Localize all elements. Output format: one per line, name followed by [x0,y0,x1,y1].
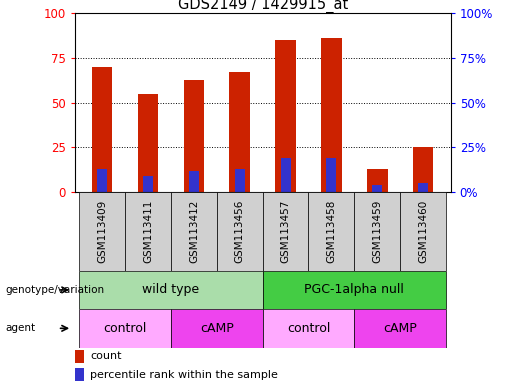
Bar [275,40,296,192]
Text: GSM113457: GSM113457 [281,200,290,263]
Bar [75,350,84,363]
Bar [400,192,446,271]
Bar [79,309,171,348]
Text: PGC-1alpha null: PGC-1alpha null [304,283,404,296]
Bar [413,147,434,192]
Bar [354,309,446,348]
Bar [171,192,217,271]
Bar [143,176,153,192]
Bar [138,94,158,192]
Bar [372,185,382,192]
Bar [354,192,400,271]
Bar [263,309,354,348]
Text: GSM113458: GSM113458 [327,200,336,263]
Bar [79,192,125,271]
Text: GSM113460: GSM113460 [418,200,428,263]
Bar [229,72,250,192]
Text: percentile rank within the sample: percentile rank within the sample [90,369,278,379]
Bar [97,169,107,192]
Bar [235,169,245,192]
Title: GDS2149 / 1429915_at: GDS2149 / 1429915_at [178,0,348,13]
Bar [367,169,388,192]
Bar [321,38,342,192]
Bar [263,192,308,271]
Bar [171,309,263,348]
Bar [92,67,112,192]
Bar [308,192,354,271]
Text: count: count [90,351,122,361]
Bar [125,192,171,271]
Text: agent: agent [5,323,35,333]
Bar [418,183,428,192]
Text: cAMP: cAMP [200,322,234,335]
Text: control: control [287,322,330,335]
Bar [79,271,263,309]
Text: GSM113412: GSM113412 [189,200,199,263]
Text: GSM113459: GSM113459 [372,200,382,263]
Bar [189,170,199,192]
Text: cAMP: cAMP [383,322,417,335]
Bar [281,158,290,192]
Bar [327,158,336,192]
Bar [183,79,204,192]
Text: GSM113411: GSM113411 [143,200,153,263]
Text: wild type: wild type [142,283,199,296]
Text: GSM113456: GSM113456 [235,200,245,263]
Bar [263,271,446,309]
Bar [217,192,263,271]
Bar [75,368,84,381]
Text: genotype/variation: genotype/variation [5,285,104,295]
Text: GSM113409: GSM113409 [97,200,107,263]
Text: control: control [104,322,147,335]
